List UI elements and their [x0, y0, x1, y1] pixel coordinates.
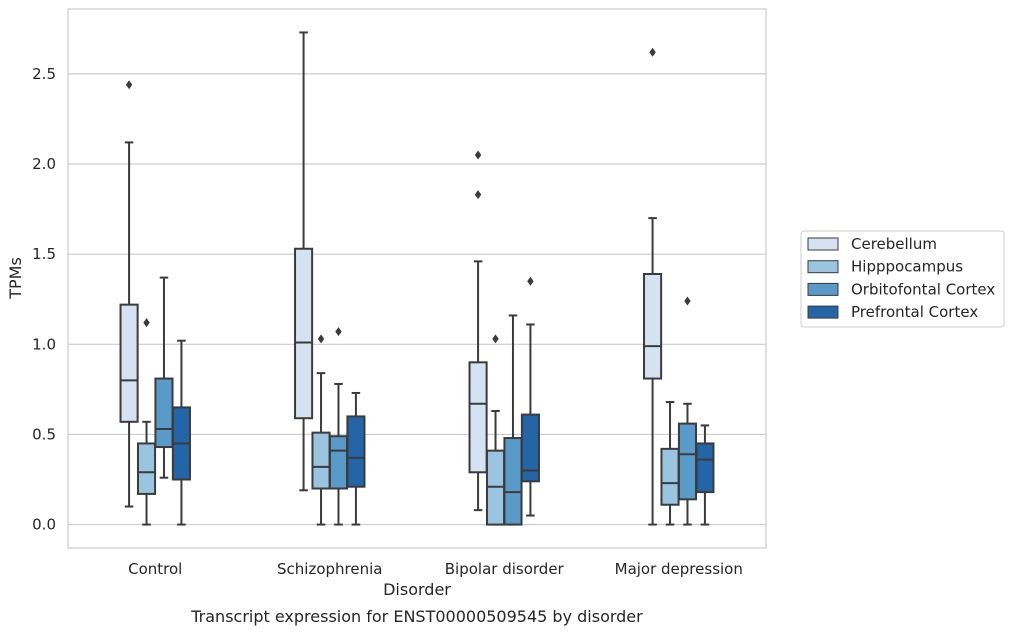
box-2-0 [154, 276, 174, 479]
outlier-point [492, 334, 499, 344]
legend-label: Cerebellum [851, 235, 937, 253]
x-tick-labels: Control Schizophrenia Bipolar disorder Majo… [128, 560, 743, 578]
legend-swatch [807, 282, 839, 296]
legend-swatch [807, 305, 839, 319]
outlier-point [474, 150, 482, 160]
box-body [520, 413, 540, 483]
box-body [311, 431, 331, 490]
x-axis-label: Disorder [383, 580, 451, 599]
box-body [660, 447, 680, 506]
box-3-3 [695, 424, 715, 526]
box-0-0 [119, 80, 139, 508]
box-0-2 [468, 150, 488, 512]
box-body [643, 272, 663, 380]
box-0-3 [643, 47, 663, 526]
outlier-point [335, 327, 342, 337]
y-tick-label: 1.0 [32, 335, 56, 353]
box-body [154, 377, 174, 449]
y-axis-label: TPMs [6, 257, 25, 300]
box-1-0 [136, 318, 157, 526]
box-body [294, 247, 314, 420]
x-tick-label: Schizophrenia [277, 560, 382, 578]
box-body [119, 303, 139, 423]
box-body [328, 435, 349, 490]
y-tick-label: 2.0 [32, 155, 56, 173]
outlier-point [317, 334, 325, 344]
legend-swatch [807, 260, 839, 274]
outlier-point [527, 276, 534, 286]
y-tick-label: 2.5 [32, 65, 56, 83]
boxes [119, 31, 715, 526]
x-tick-label: Bipolar disorder [445, 560, 565, 578]
box-body [677, 422, 698, 501]
outlier-point [125, 80, 133, 90]
outlier-point [649, 47, 656, 57]
chart-caption: Transcript expression for ENST0000050954… [190, 607, 643, 626]
y-tick-labels: 0.0 0.5 1.0 1.5 2.0 2.5 [32, 65, 56, 534]
y-tick-label: 0.0 [32, 516, 56, 534]
box-1-1 [311, 334, 331, 526]
box-2-3 [677, 296, 698, 526]
box-3-1 [346, 391, 366, 526]
x-tick-label: Control [128, 560, 182, 578]
box-1-2 [485, 334, 506, 526]
box-3-2 [520, 276, 540, 517]
outlier-point [474, 190, 482, 200]
box-body [695, 442, 715, 494]
y-tick-label: 1.5 [32, 245, 56, 263]
box-1-3 [660, 400, 680, 526]
box-body [503, 437, 523, 526]
box-0-1 [294, 31, 314, 492]
legend: Cerebellum Hipppocampus Orbitofontal Corte… [800, 230, 1005, 328]
legend-label: Orbitofontal Cortex [851, 280, 995, 298]
box-body [468, 361, 488, 474]
box-body [136, 442, 157, 495]
box-2-1 [328, 327, 349, 526]
x-tick-label: Major depression [615, 560, 743, 578]
outlier-point [684, 296, 691, 306]
y-tick-label: 0.5 [32, 425, 56, 443]
plot-area-frame [67, 8, 767, 549]
legend-swatch [807, 237, 839, 251]
box-body [346, 415, 366, 488]
legend-frame [800, 230, 1005, 328]
outlier-point [143, 318, 150, 328]
box-3-0 [171, 339, 191, 526]
legend-label: Prefrontal Cortex [851, 303, 978, 321]
box-2-2 [503, 314, 523, 526]
legend-label: Hipppocampus [851, 258, 963, 276]
